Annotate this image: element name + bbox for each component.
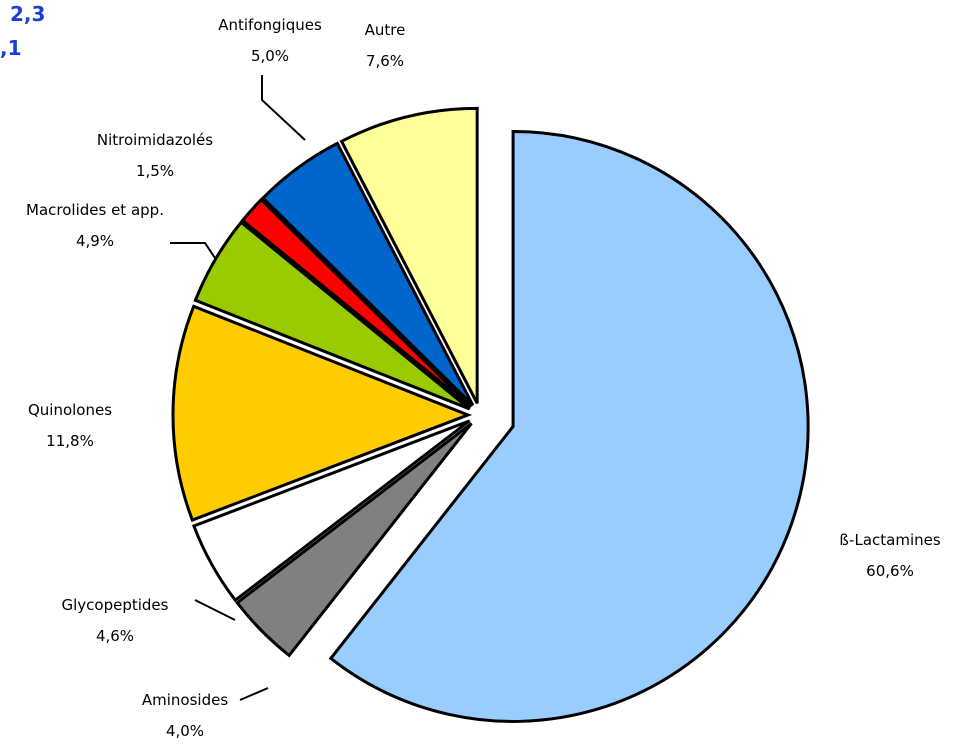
- pie-slice: [240, 197, 473, 409]
- annotation: ,1: [0, 36, 22, 60]
- leader-line: [239, 687, 269, 701]
- value-label: 60,6%: [866, 562, 914, 580]
- slice-label: Nitroimidazolés 1,5%: [80, 125, 230, 187]
- slice-label: Glycopeptides 4,6%: [40, 590, 190, 652]
- leader-lines: [170, 75, 306, 701]
- value-label: 4,9%: [75, 232, 115, 250]
- pie-slice: [235, 422, 473, 658]
- pie-slice: [339, 106, 479, 405]
- slice-label: Macrolides et app. 4,9%: [20, 195, 170, 257]
- value-label: 5,0%: [250, 47, 290, 65]
- value-label: 1,5%: [135, 162, 175, 180]
- leader-line: [261, 75, 306, 141]
- value-label: 4,6%: [95, 627, 135, 645]
- slice-label: Autre 7,6%: [335, 15, 435, 77]
- leader-line: [170, 242, 216, 259]
- value-label: 4,0%: [165, 722, 205, 740]
- category-label: Glycopeptides: [61, 596, 169, 614]
- category-label: Macrolides et app.: [26, 201, 164, 219]
- category-label: Quinolones: [27, 401, 113, 419]
- category-label: ß-Lactamines: [839, 531, 941, 549]
- category-label: Antifongiques: [218, 16, 322, 34]
- pie-slice: [328, 129, 810, 723]
- pie-slice: [260, 141, 475, 407]
- pie-slice: [193, 220, 471, 411]
- category-label: Autre: [364, 21, 406, 39]
- leader-line: [194, 599, 236, 621]
- value-label: 11,8%: [46, 432, 94, 450]
- pie-slice: [171, 304, 473, 523]
- slice-label: Antifongiques 5,0%: [195, 10, 345, 72]
- pie-slice: [191, 419, 471, 603]
- slice-label: Quinolones 11,8%: [0, 395, 140, 457]
- category-label: Nitroimidazolés: [96, 131, 214, 149]
- category-label: Aminosides: [141, 691, 229, 709]
- slice-label: ß-Lactamines 60,6%: [815, 525, 965, 587]
- annotation: 2,3: [10, 2, 46, 26]
- slice-label: Aminosides 4,0%: [110, 685, 260, 747]
- value-label: 7,6%: [365, 52, 405, 70]
